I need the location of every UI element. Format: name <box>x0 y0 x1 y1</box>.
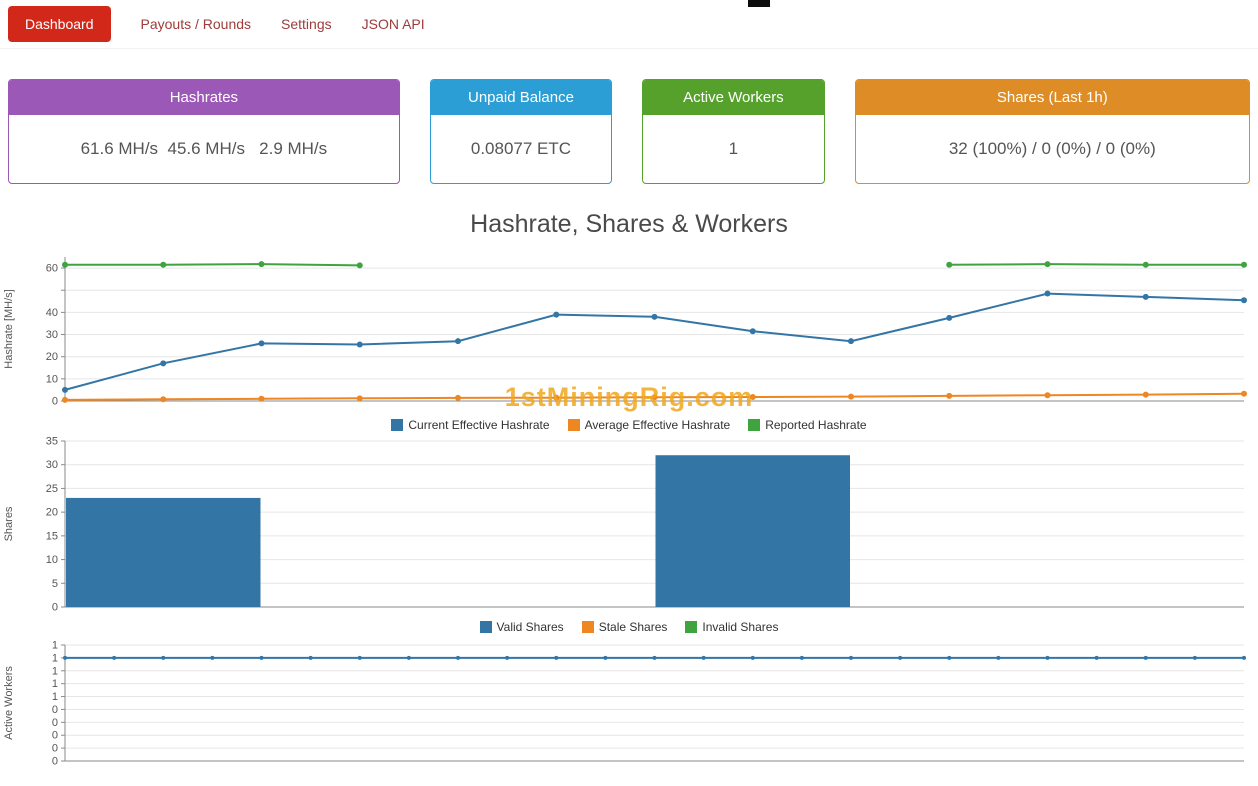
svg-text:10: 10 <box>46 373 58 385</box>
legend-item: Average Effective Hashrate <box>567 418 731 432</box>
svg-text:0: 0 <box>52 396 58 408</box>
svg-text:35: 35 <box>46 436 58 448</box>
svg-text:0: 0 <box>52 756 58 768</box>
page-artifact <box>748 0 770 7</box>
unpaid-balance-card-title: Unpaid Balance <box>430 80 612 115</box>
svg-text:Hashrate [MH/s]: Hashrate [MH/s] <box>3 289 15 368</box>
hashrate-chart: 0 10 20 30 40 60 Hashrate [MH/s] 1stMiningRig.… <box>0 245 1258 415</box>
hashrates-card-value: 61.6 MH/s 45.6 MH/s 2.9 MH/s <box>80 139 328 158</box>
legend-swatch-icon <box>567 419 580 431</box>
section-title: Hashrate, Shares & Workers <box>470 210 788 238</box>
legend-swatch-icon <box>581 621 594 633</box>
svg-text:15: 15 <box>46 530 58 542</box>
svg-text:10: 10 <box>46 554 58 566</box>
top-navbar: Dashboard Payouts / Rounds Settings JSON… <box>0 0 1258 49</box>
legend-item: Reported Hashrate <box>748 418 867 432</box>
svg-text:0: 0 <box>52 730 58 742</box>
svg-text:60: 60 <box>46 263 58 275</box>
legend-label: Reported Hashrate <box>765 418 867 432</box>
svg-text:1: 1 <box>52 678 58 690</box>
nav-tab-settings[interactable]: Settings <box>281 16 332 32</box>
svg-text:30: 30 <box>46 329 58 341</box>
svg-text:20: 20 <box>46 507 58 519</box>
legend-item: Current Effective Hashrate <box>391 418 550 432</box>
shares-chart: 0 5 10 15 20 25 30 35 Shares <box>0 435 1258 617</box>
svg-text:0: 0 <box>52 602 58 614</box>
legend-item: Valid Shares <box>479 620 564 634</box>
watermark: 1stMiningRig.com <box>504 382 754 412</box>
svg-text:20: 20 <box>46 351 58 363</box>
legend-label: Average Effective Hashrate <box>584 418 731 432</box>
svg-text:1: 1 <box>52 652 58 664</box>
svg-text:Active Workers: Active Workers <box>3 666 15 740</box>
stat-cards-row: Hashrates 61.6 MH/s 45.6 MH/s 2.9 MH/s U… <box>0 79 1258 184</box>
svg-text:0: 0 <box>52 704 58 716</box>
legend-label: Invalid Shares <box>702 620 779 634</box>
legend-label: Current Effective Hashrate <box>408 418 550 432</box>
workers-chart: 1 1 1 1 1 0 0 0 0 0 Active Workers <box>0 637 1258 770</box>
shares-card-value: 32 (100%) / 0 (0%) / 0 (0%) <box>948 139 1156 158</box>
active-workers-card: Active Workers 1 <box>642 79 825 184</box>
shares-card: Shares (Last 1h) 32 (100%) / 0 (0%) / 0 … <box>854 79 1250 184</box>
legend-swatch-icon <box>391 419 404 431</box>
hashrate-chart-canvas: 0 10 20 30 40 60 Hashrate [MH/s] <box>3 257 1247 408</box>
legend-swatch-icon <box>748 419 761 431</box>
shares-chart-legend: Valid Shares Stale Shares Invalid Shares <box>0 617 1258 637</box>
hashrates-card-title: Hashrates <box>9 80 399 115</box>
active-workers-card-value: 1 <box>728 139 739 158</box>
shares-chart-canvas: 0 5 10 15 20 25 30 35 Shares <box>3 436 1244 614</box>
legend-swatch-icon <box>479 621 492 633</box>
hashrates-card: Hashrates 61.6 MH/s 45.6 MH/s 2.9 MH/s <box>8 79 400 184</box>
legend-label: Valid Shares <box>496 620 564 634</box>
shares-card-title: Shares (Last 1h) <box>855 80 1249 115</box>
svg-text:1: 1 <box>52 665 58 677</box>
hashrate-chart-legend: Current Effective Hashrate Average Effect… <box>0 415 1258 435</box>
nav-tab-payouts-rounds[interactable]: Payouts / Rounds <box>140 16 252 32</box>
unpaid-balance-card: Unpaid Balance 0.08077 ETC <box>429 79 613 184</box>
nav-tab-json-api[interactable]: JSON API <box>361 16 425 32</box>
svg-text:Shares: Shares <box>3 506 15 541</box>
svg-text:5: 5 <box>52 578 58 590</box>
svg-text:25: 25 <box>46 483 58 495</box>
svg-text:1: 1 <box>52 691 58 703</box>
legend-label: Stale Shares <box>598 620 668 634</box>
nav-tab-dashboard[interactable]: Dashboard <box>8 6 111 42</box>
unpaid-balance-card-value: 0.08077 ETC <box>470 139 572 158</box>
svg-text:30: 30 <box>46 459 58 471</box>
legend-item: Stale Shares <box>581 620 668 634</box>
svg-text:40: 40 <box>46 307 58 319</box>
svg-text:0: 0 <box>52 743 58 755</box>
legend-item: Invalid Shares <box>685 620 778 634</box>
active-workers-card-title: Active Workers <box>643 80 824 115</box>
svg-text:1: 1 <box>52 640 58 652</box>
svg-text:0: 0 <box>52 717 58 729</box>
legend-swatch-icon <box>685 621 698 633</box>
